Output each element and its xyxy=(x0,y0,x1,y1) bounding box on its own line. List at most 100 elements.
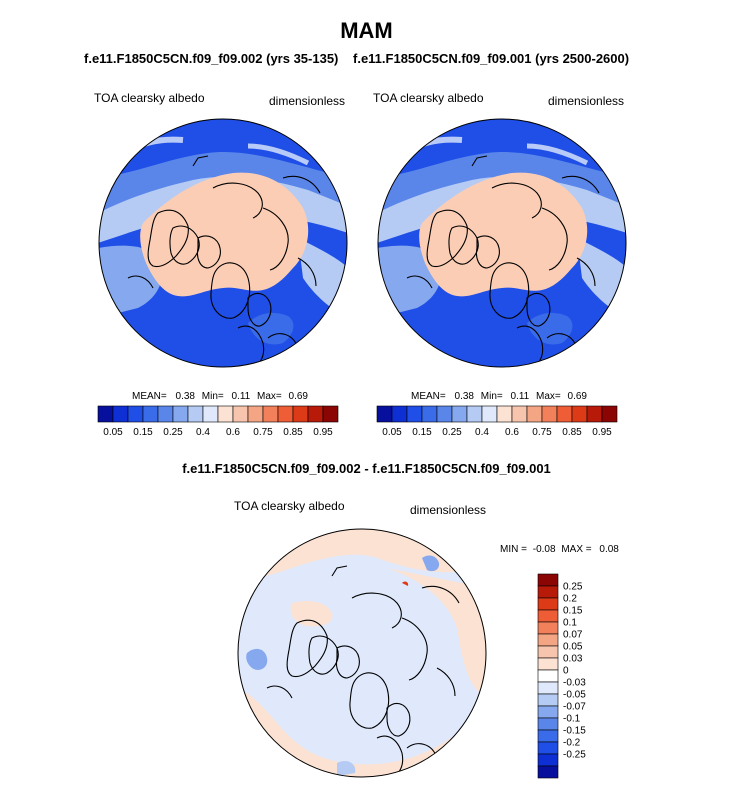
min-label: MIN = xyxy=(500,544,527,555)
west-land-band xyxy=(378,245,441,318)
colorbar-swatch xyxy=(157,405,174,423)
colorbar-swatch xyxy=(172,405,189,423)
max-value: 0.69 xyxy=(567,391,587,402)
positive-south-band xyxy=(238,688,486,777)
min-value: 0.11 xyxy=(231,391,251,402)
colorbar-swatch xyxy=(97,405,114,423)
colorbar-swatch xyxy=(187,405,204,423)
coastlines xyxy=(406,155,600,367)
colorbar-swatch xyxy=(586,405,603,423)
max-label: MAX = xyxy=(561,544,592,555)
colorbar-swatch xyxy=(556,405,573,423)
colorbar-swatch xyxy=(112,405,129,423)
colorbar-tick-label: 0.15 xyxy=(133,427,153,438)
colorbar-swatch xyxy=(601,405,618,423)
colorbar-tick-label: 0.25 xyxy=(163,427,183,438)
colorbar-tick-label: -0.15 xyxy=(563,726,586,737)
max-label: Max= xyxy=(257,391,282,402)
panel-1-stats: MEAN= 0.38 Min= 0.11 Max= 0.69 xyxy=(132,391,308,402)
colorbar-swatch xyxy=(217,405,234,423)
colorbar-swatch xyxy=(262,405,279,423)
colorbar-tick-label: 0.6 xyxy=(226,427,240,438)
colorbar-tick-label: 0.85 xyxy=(283,427,303,438)
colorbar-difference: 0.250.20.150.10.070.050.030-0.03-0.05-0.… xyxy=(537,573,586,779)
colorbar-swatch xyxy=(537,705,559,719)
arctic-ice-field xyxy=(419,172,588,297)
map-boundary xyxy=(237,528,487,778)
colorbar-tick-label: -0.07 xyxy=(563,702,586,713)
diff-variable: TOA clearsky albedo xyxy=(234,499,345,513)
panel-2-variable: TOA clearsky albedo xyxy=(373,91,484,105)
colorbar-tick-label: 0 xyxy=(563,666,569,677)
colorbar-swatch xyxy=(537,765,559,779)
panel-1-variable: TOA clearsky albedo xyxy=(94,91,205,105)
colorbar-tick-label: 0.07 xyxy=(563,630,583,641)
colorbar-swatch xyxy=(537,573,559,587)
colorbar-swatch xyxy=(537,729,559,743)
colorbar-tick-label: 0.05 xyxy=(382,427,402,438)
colorbar-swatch xyxy=(406,405,423,423)
min-value: -0.08 xyxy=(532,544,556,555)
colorbar-tick-label: 0.6 xyxy=(505,427,519,438)
mean-label: MEAN= xyxy=(411,391,446,402)
colorbar-swatch xyxy=(537,621,559,635)
colorbar-swatch xyxy=(537,657,559,671)
baltic-region xyxy=(527,312,573,345)
mean-label: MEAN= xyxy=(132,391,167,402)
max-value: 0.08 xyxy=(599,544,619,555)
diff-title: f.e11.F1850C5CN.f09_f09.002 - f.e11.F185… xyxy=(182,461,551,476)
panel-2-stats: MEAN= 0.38 Min= 0.11 Max= 0.69 xyxy=(411,391,587,402)
colorbar-tick-label: 0.95 xyxy=(313,427,333,438)
positive-east-band xyxy=(387,568,486,698)
colorbar-swatch xyxy=(537,681,559,695)
colorbar-swatch xyxy=(127,405,144,423)
albedo-map-case-001 xyxy=(377,118,627,368)
colorbar-swatch xyxy=(307,405,324,423)
colorbar-swatch xyxy=(436,405,453,423)
colorbar-case-001: 0.05 0.15 0.25 0.4 0.6 0.75 0.85 0.95 xyxy=(376,405,618,438)
max-label: Max= xyxy=(536,391,561,402)
colorbar-swatch xyxy=(466,405,483,423)
mean-value: 0.38 xyxy=(454,391,474,402)
colorbar-case-002: 0.05 0.15 0.25 0.4 0.6 0.75 0.85 0.95 xyxy=(97,405,339,438)
colorbar-swatch xyxy=(537,633,559,647)
panel-1-case-title: f.e11.F1850C5CN.f09_f09.002 (yrs 35-135) xyxy=(84,51,339,66)
colorbar-swatch xyxy=(376,405,393,423)
colorbar-tick-label: -0.03 xyxy=(563,678,586,689)
colorbar-swatch xyxy=(537,717,559,731)
west-land-band xyxy=(99,245,162,318)
colorbar-swatch xyxy=(322,405,339,423)
baltic-region xyxy=(248,312,294,345)
mean-value: 0.38 xyxy=(175,391,195,402)
max-value: 0.69 xyxy=(288,391,308,402)
colorbar-tick-label: 0.4 xyxy=(475,427,489,438)
panel-2-case-title: f.e11.F1850C5CN.f09_f09.001 (yrs 2500-26… xyxy=(353,51,630,66)
colorbar-swatch xyxy=(537,741,559,755)
colorbar-tick-label: 0.15 xyxy=(412,427,432,438)
colorbar-swatch xyxy=(232,405,249,423)
albedo-difference-map xyxy=(237,528,487,778)
min-label: Min= xyxy=(201,391,224,402)
colorbar-swatch xyxy=(277,405,294,423)
min-label: Min= xyxy=(480,391,503,402)
colorbar-tick-label: 0.15 xyxy=(563,606,583,617)
colorbar-swatch xyxy=(292,405,309,423)
colorbar-swatch xyxy=(202,405,219,423)
diff-stats: MIN = -0.08 MAX = 0.08 xyxy=(500,544,619,555)
colorbar-swatch xyxy=(537,693,559,707)
colorbar-swatch xyxy=(247,405,264,423)
colorbar-swatch xyxy=(391,405,408,423)
colorbar-tick-label: -0.25 xyxy=(563,750,586,761)
diff-units: dimensionless xyxy=(410,503,487,517)
colorbar-tick-label: 0.03 xyxy=(563,654,583,665)
colorbar-swatch xyxy=(537,669,559,683)
colorbar-tick-label: 0.4 xyxy=(196,427,210,438)
map-boundary xyxy=(377,118,627,368)
colorbar-swatch xyxy=(537,645,559,659)
arctic-ice-field xyxy=(140,172,309,297)
colorbar-tick-label: 0.25 xyxy=(442,427,462,438)
colorbar-swatch xyxy=(541,405,558,423)
colorbar-swatch xyxy=(142,405,159,423)
colorbar-tick-label: 0.75 xyxy=(532,427,552,438)
colorbar-tick-label: 0.05 xyxy=(563,642,583,653)
